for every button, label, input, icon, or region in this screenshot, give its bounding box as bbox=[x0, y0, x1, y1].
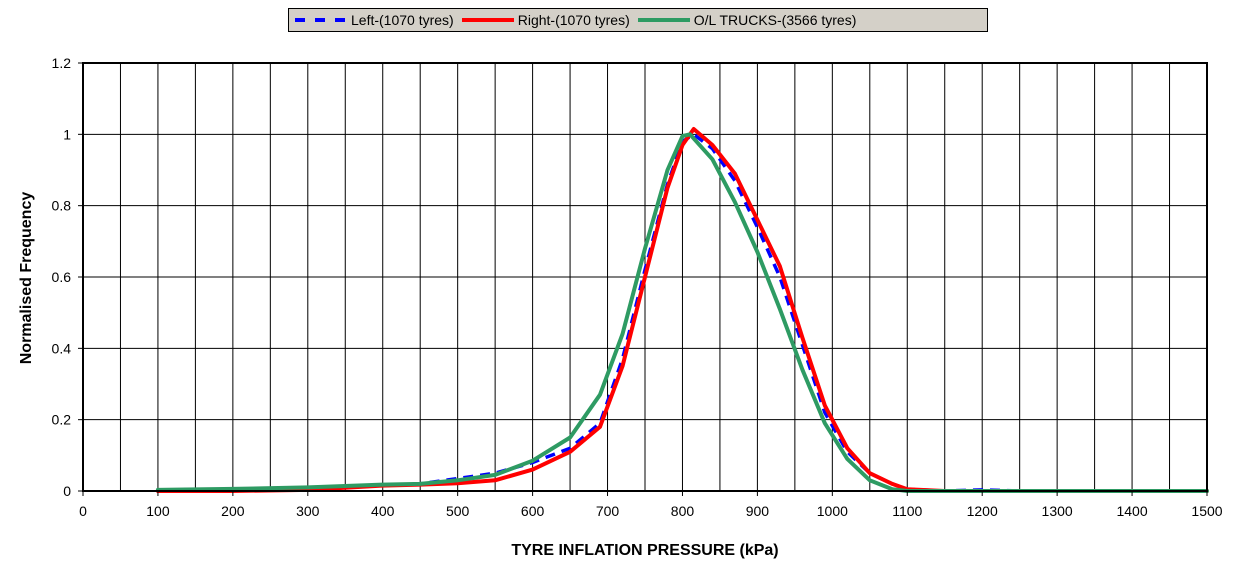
legend-label: Left-(1070 tyres) bbox=[351, 12, 454, 28]
y-tick-label: 1 bbox=[63, 126, 71, 142]
x-tick-label: 1200 bbox=[967, 503, 998, 519]
x-tick-label: 900 bbox=[746, 503, 770, 519]
y-tick-label: 1.2 bbox=[52, 55, 72, 71]
y-axis-title: Normalised Frequency bbox=[18, 192, 35, 365]
legend: Left-(1070 tyres) Right-(1070 tyres) O/L T… bbox=[288, 8, 988, 32]
x-tick-label: 1500 bbox=[1191, 503, 1222, 519]
legend-item: Left-(1070 tyres) bbox=[289, 12, 454, 28]
tick-labels: 0 100 200 300 400 500 600 700 800 900 1000 1100 1200… bbox=[52, 55, 1223, 519]
y-tick-label: 0.8 bbox=[52, 198, 72, 214]
x-tick-label: 700 bbox=[596, 503, 620, 519]
axes bbox=[78, 62, 1208, 496]
x-axis-title: TYRE INFLATION PRESSURE (kPa) bbox=[511, 542, 778, 559]
x-tick-label: 400 bbox=[371, 503, 395, 519]
x-tick-label: 1100 bbox=[892, 503, 922, 519]
legend-label: O/L TRUCKS-(3566 tyres) bbox=[693, 12, 857, 28]
y-tick-label: 0.4 bbox=[52, 340, 72, 356]
x-tick-label: 1300 bbox=[1042, 503, 1073, 519]
legend-label: Right-(1070 tyres) bbox=[517, 12, 630, 28]
legend-swatch bbox=[461, 18, 514, 22]
x-tick-label: 300 bbox=[296, 503, 320, 519]
x-tick-label: 1000 bbox=[817, 503, 848, 519]
y-tick-label: 0 bbox=[63, 483, 71, 499]
series-lines bbox=[155, 127, 1209, 493]
x-tick-label: 500 bbox=[446, 503, 470, 519]
x-tick-label: 1400 bbox=[1116, 503, 1147, 519]
series-line bbox=[155, 132, 1209, 493]
y-tick-label: 0.6 bbox=[52, 269, 72, 285]
x-tick-label: 200 bbox=[221, 503, 245, 519]
y-tick-label: 0.2 bbox=[52, 412, 72, 428]
legend-swatch bbox=[637, 18, 690, 22]
x-tick-label: 100 bbox=[146, 503, 170, 519]
x-tick-label: 800 bbox=[671, 503, 695, 519]
x-tick-label: 600 bbox=[521, 503, 545, 519]
legend-item: O/L TRUCKS-(3566 tyres) bbox=[632, 12, 857, 28]
grid-lines bbox=[83, 63, 1207, 491]
legend-item: Right-(1070 tyres) bbox=[456, 12, 630, 28]
legend-swatch bbox=[295, 18, 347, 22]
x-tick-label: 0 bbox=[79, 503, 87, 519]
